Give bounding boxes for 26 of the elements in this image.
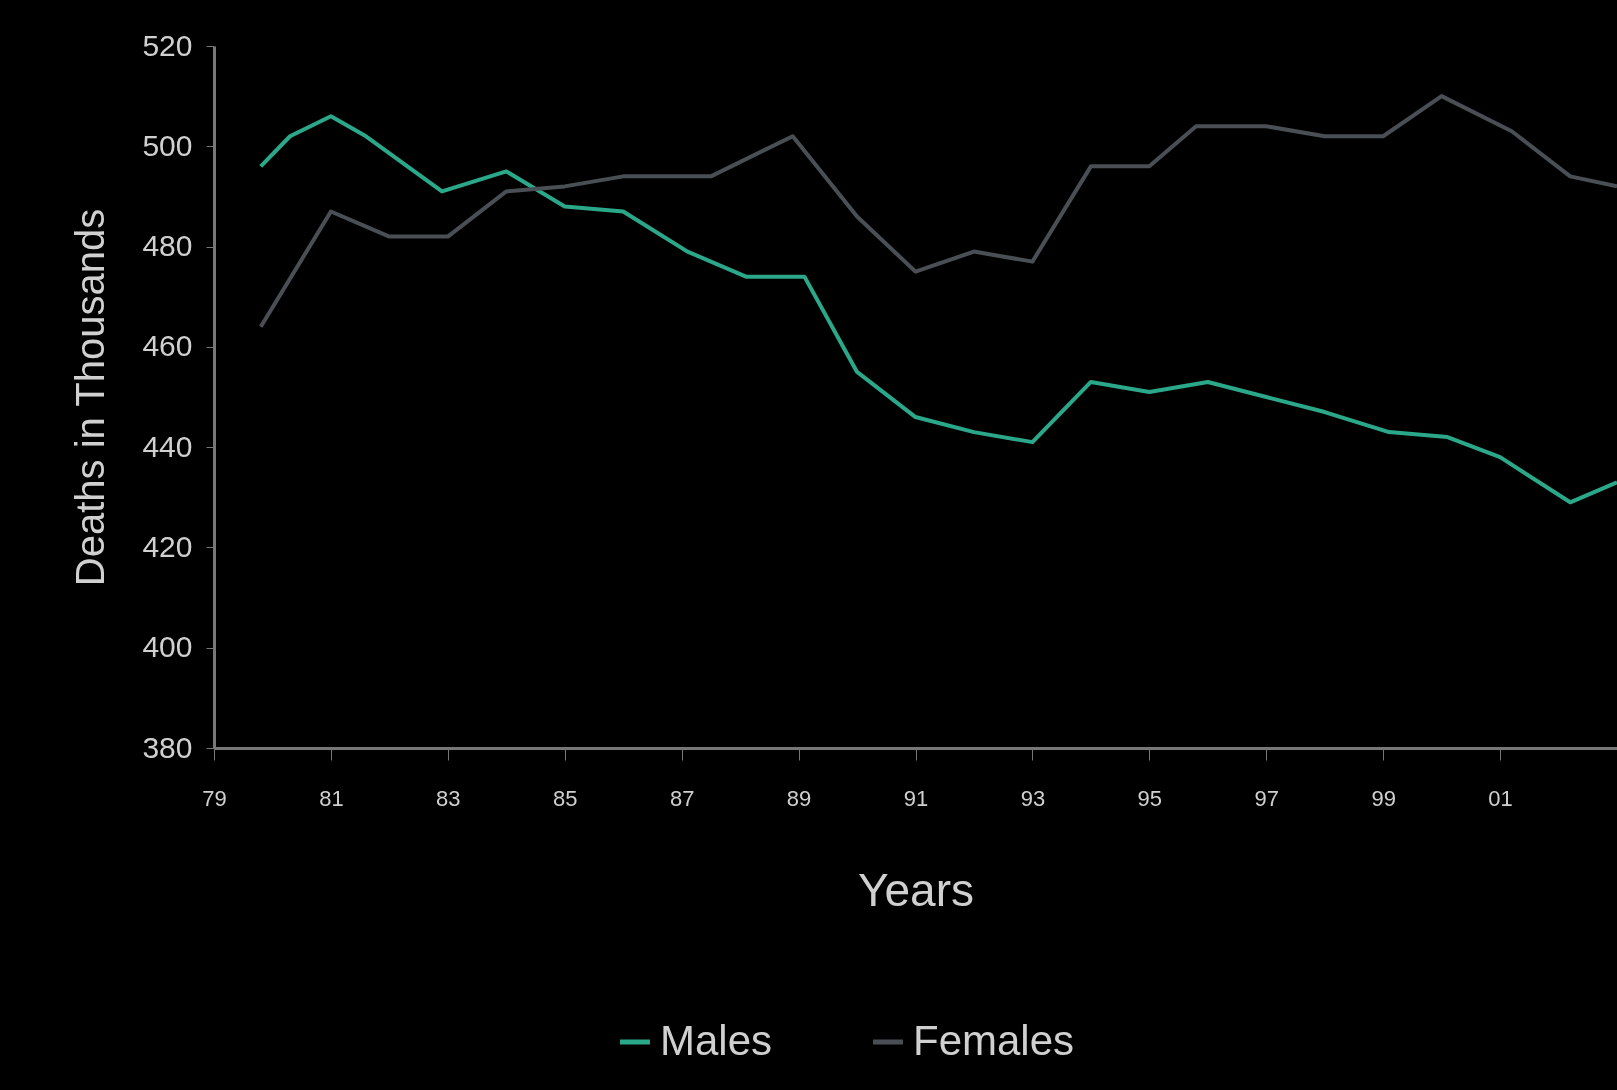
x-tick-label: 89 — [786, 785, 812, 811]
x-tick-label: 85 — [553, 785, 578, 811]
y-tick-label: 380 — [142, 730, 193, 764]
y-tick-label: 460 — [142, 329, 193, 363]
x-tick-label: 93 — [1020, 785, 1046, 811]
y-axis-title: Deaths in Thousands — [68, 208, 113, 587]
line-series — [258, 114, 1617, 505]
legend-label: Females — [913, 1017, 1075, 1064]
y-tick-label: 500 — [142, 128, 193, 162]
y-tick-label: 520 — [142, 28, 193, 62]
x-tick-label: 99 — [1371, 785, 1396, 811]
x-tick-label: 91 — [903, 785, 929, 811]
x-tick-label: 95 — [1137, 785, 1163, 811]
x-axis-title: Years — [858, 863, 974, 916]
x-tick-label: 79 — [202, 785, 227, 811]
x-tick-label: 81 — [319, 785, 344, 811]
x-tick-label: 87 — [669, 785, 695, 811]
x-tick-label: 83 — [436, 785, 461, 811]
x-tick-label: 97 — [1254, 785, 1279, 811]
legend-label: Males — [660, 1017, 773, 1064]
y-tick-label: 480 — [142, 229, 193, 263]
y-tick-label: 420 — [142, 529, 193, 563]
x-tick-label: 01 — [1488, 785, 1513, 811]
line-series — [258, 94, 1617, 329]
y-tick-label: 400 — [142, 630, 193, 664]
y-tick-label: 440 — [142, 429, 193, 463]
